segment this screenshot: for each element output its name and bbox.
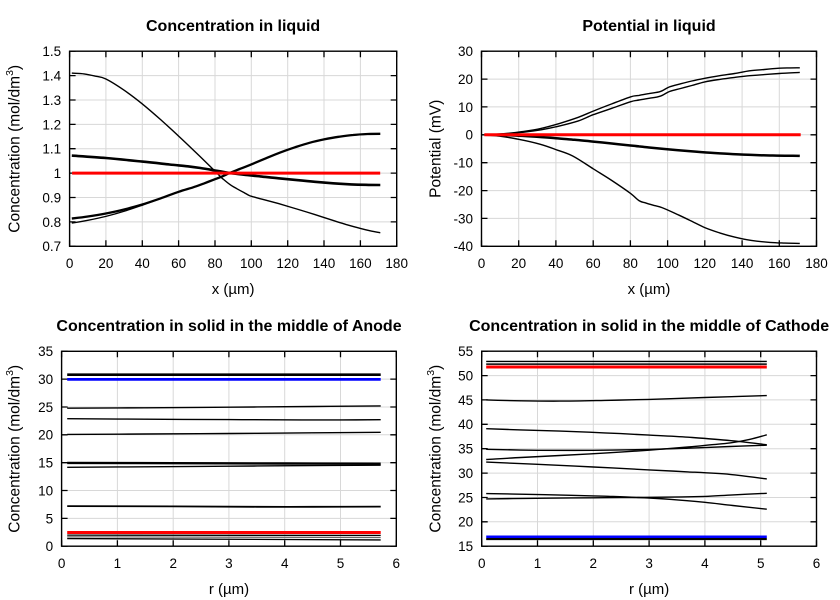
svg-text:Potential (mV): Potential (mV) xyxy=(427,100,444,198)
svg-text:45: 45 xyxy=(458,393,473,408)
svg-text:40: 40 xyxy=(458,417,473,432)
svg-text:10: 10 xyxy=(38,483,53,498)
svg-text:6: 6 xyxy=(813,556,821,571)
svg-text:160: 160 xyxy=(768,256,791,271)
svg-text:-10: -10 xyxy=(453,156,473,171)
svg-text:Concentration (mol/dm3): Concentration (mol/dm3) xyxy=(425,365,445,533)
svg-text:15: 15 xyxy=(38,456,53,471)
svg-text:3: 3 xyxy=(225,556,233,571)
svg-text:100: 100 xyxy=(240,256,263,271)
svg-text:160: 160 xyxy=(349,256,372,271)
svg-text:-30: -30 xyxy=(453,211,473,226)
svg-text:60: 60 xyxy=(586,256,601,271)
svg-text:Concentration in solid in the: Concentration in solid in the middle of … xyxy=(469,318,829,335)
svg-text:3: 3 xyxy=(645,556,653,571)
svg-text:0.8: 0.8 xyxy=(42,215,61,230)
svg-text:4: 4 xyxy=(701,556,709,571)
svg-text:20: 20 xyxy=(38,428,53,443)
svg-text:10: 10 xyxy=(458,100,473,115)
svg-text:0: 0 xyxy=(478,256,486,271)
svg-text:30: 30 xyxy=(458,44,473,59)
svg-text:15: 15 xyxy=(458,539,473,554)
svg-text:0: 0 xyxy=(465,128,473,143)
svg-text:0.9: 0.9 xyxy=(42,190,61,205)
svg-text:2: 2 xyxy=(169,556,177,571)
svg-text:80: 80 xyxy=(207,256,222,271)
svg-text:180: 180 xyxy=(805,256,828,271)
svg-text:1.5: 1.5 xyxy=(42,44,61,59)
svg-text:x (µm): x (µm) xyxy=(628,281,671,298)
svg-text:25: 25 xyxy=(38,400,53,415)
svg-text:1: 1 xyxy=(534,556,542,571)
svg-text:1.1: 1.1 xyxy=(42,142,61,157)
svg-text:1: 1 xyxy=(114,556,122,571)
svg-text:r (µm): r (µm) xyxy=(209,581,249,598)
svg-text:Potential in liquid: Potential in liquid xyxy=(582,18,715,35)
svg-text:0: 0 xyxy=(46,539,54,554)
svg-text:Concentration (mol/dm3): Concentration (mol/dm3) xyxy=(4,365,24,533)
svg-text:20: 20 xyxy=(458,515,473,530)
svg-text:180: 180 xyxy=(385,256,408,271)
svg-text:20: 20 xyxy=(98,256,113,271)
svg-text:-40: -40 xyxy=(453,239,473,254)
svg-text:30: 30 xyxy=(38,372,53,387)
svg-text:50: 50 xyxy=(458,369,473,384)
svg-text:40: 40 xyxy=(548,256,563,271)
svg-text:55: 55 xyxy=(458,344,473,359)
svg-text:5: 5 xyxy=(46,511,54,526)
svg-text:0.7: 0.7 xyxy=(42,239,61,254)
svg-text:1.3: 1.3 xyxy=(42,93,61,108)
svg-text:140: 140 xyxy=(313,256,336,271)
svg-text:0: 0 xyxy=(66,256,74,271)
svg-text:-20: -20 xyxy=(453,184,473,199)
svg-text:1: 1 xyxy=(54,166,62,181)
svg-text:5: 5 xyxy=(757,556,765,571)
svg-text:2: 2 xyxy=(590,556,598,571)
svg-text:Concentration (mol/dm3): Concentration (mol/dm3) xyxy=(4,65,24,233)
svg-text:25: 25 xyxy=(458,490,473,505)
svg-text:1.4: 1.4 xyxy=(42,69,61,84)
svg-text:x (µm): x (µm) xyxy=(212,281,255,298)
svg-text:0: 0 xyxy=(58,556,66,571)
svg-text:60: 60 xyxy=(171,256,186,271)
svg-text:4: 4 xyxy=(281,556,289,571)
svg-text:40: 40 xyxy=(135,256,150,271)
svg-text:80: 80 xyxy=(623,256,638,271)
svg-text:r (µm): r (µm) xyxy=(629,581,669,598)
svg-text:1.2: 1.2 xyxy=(42,117,61,132)
svg-text:0: 0 xyxy=(478,556,486,571)
svg-text:120: 120 xyxy=(276,256,299,271)
svg-text:30: 30 xyxy=(458,466,473,481)
svg-text:Concentration in solid in the: Concentration in solid in the middle of … xyxy=(56,318,401,335)
svg-text:5: 5 xyxy=(337,556,345,571)
svg-text:20: 20 xyxy=(511,256,526,271)
svg-text:100: 100 xyxy=(656,256,679,271)
svg-text:120: 120 xyxy=(694,256,717,271)
svg-text:35: 35 xyxy=(38,344,53,359)
svg-text:35: 35 xyxy=(458,442,473,457)
svg-text:Concentration in liquid: Concentration in liquid xyxy=(146,18,320,35)
svg-text:20: 20 xyxy=(458,72,473,87)
svg-text:6: 6 xyxy=(393,556,401,571)
svg-text:140: 140 xyxy=(731,256,754,271)
